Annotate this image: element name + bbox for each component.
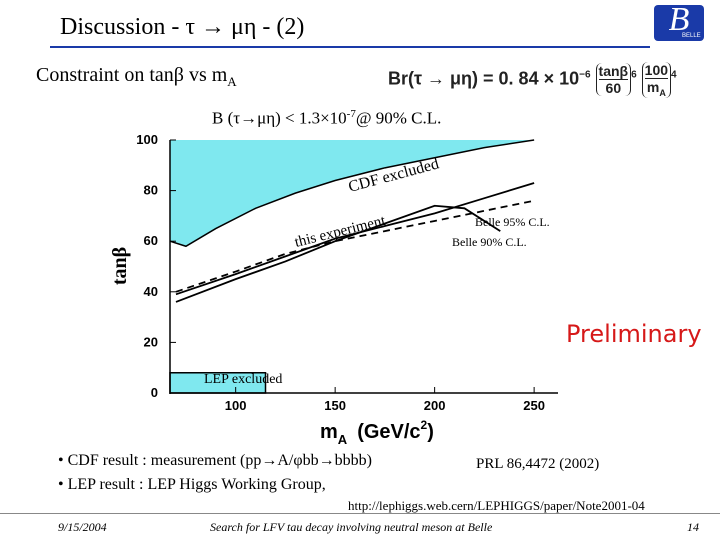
y-tick-label: 80 — [144, 183, 158, 198]
branching-formula: Br(τ → μη) = 0. 84 × 10−6 tanβ 60 6 100 … — [388, 62, 677, 98]
title-underline — [50, 46, 650, 48]
logo-letter: B — [668, 5, 690, 38]
belle-logo: B BELLE — [654, 5, 704, 41]
y-tick-label: 100 — [136, 132, 158, 147]
x-tick-label: 150 — [324, 398, 346, 413]
formula-exp1: −6 — [579, 69, 591, 81]
slide-title: Discussion - τ → μη - (2) — [60, 14, 305, 40]
bullet-lep: • LEP result : LEP Higgs Working Group, — [58, 476, 326, 493]
lep-excluded-label: LEP excluded — [204, 372, 282, 387]
formula-m-den: m — [646, 79, 660, 95]
upper-limit-statement: B (τ→μη) < 1.3×10-7@ 90% C.L. — [212, 108, 441, 129]
x-axis-label: mA (GeV/c2) — [320, 418, 434, 447]
y-tick-label: 40 — [144, 284, 158, 299]
bullet-cdf: • CDF result : measurement (pp→A/φbb→bbb… — [58, 452, 372, 469]
y-axis-label: tanβ — [109, 247, 131, 285]
cdf-boundary-line — [169, 139, 535, 248]
slide-subtitle: Constraint on tanβ vs mA — [36, 64, 237, 90]
subtitle-text: Constraint on tanβ vs m — [36, 64, 228, 86]
formula-tan-den: 60 — [605, 80, 622, 97]
footer-date: 9/15/2004 — [58, 520, 107, 534]
this-experiment-label: this experiment — [293, 213, 388, 251]
logo-label: BELLE — [682, 33, 701, 39]
belle-95cl-label: Belle 95% C.L. — [475, 215, 550, 229]
cdf-excluded-region — [170, 140, 558, 247]
belle-90cl-label: Belle 90% C.L. — [452, 235, 527, 249]
formula-m-num: 100 — [644, 62, 669, 79]
this-experiment-line — [175, 204, 501, 303]
formula-tan: tanβ — [598, 63, 629, 81]
y-tick-label: 60 — [144, 233, 158, 248]
y-tick-label: 0 — [151, 385, 158, 400]
limit-exp: -7 — [346, 108, 356, 120]
y-tick-label: 20 — [144, 334, 158, 349]
footer-title: Search for LFV tau decay involving neutr… — [210, 520, 493, 534]
formula-m-den-sub: A — [659, 87, 666, 98]
footer-divider — [0, 513, 720, 514]
x-tick-label: 200 — [424, 398, 446, 413]
belle-90cl-line — [175, 199, 535, 293]
footer-page-number: 14 — [687, 520, 699, 534]
preliminary-label: Preliminary — [566, 320, 702, 348]
formula-exp3: 4 — [671, 69, 677, 81]
x-tick-label: 250 — [523, 398, 545, 413]
formula-exp2: 6 — [631, 69, 637, 81]
limit-pre: B (τ→μη) < 1.3×10 — [212, 108, 347, 128]
x-tick-label: 100 — [225, 398, 247, 413]
reference-url[interactable]: http://lephiggs.web.cern/LEPHIGGS/paper/… — [348, 498, 645, 513]
subtitle-sub: A — [227, 74, 237, 89]
limit-post: @ 90% C.L. — [355, 108, 442, 128]
reference-prl: PRL 86,4472 (2002) — [476, 456, 600, 472]
formula-prefix: Br(τ → μη) = 0. 84 × 10 — [388, 68, 580, 89]
